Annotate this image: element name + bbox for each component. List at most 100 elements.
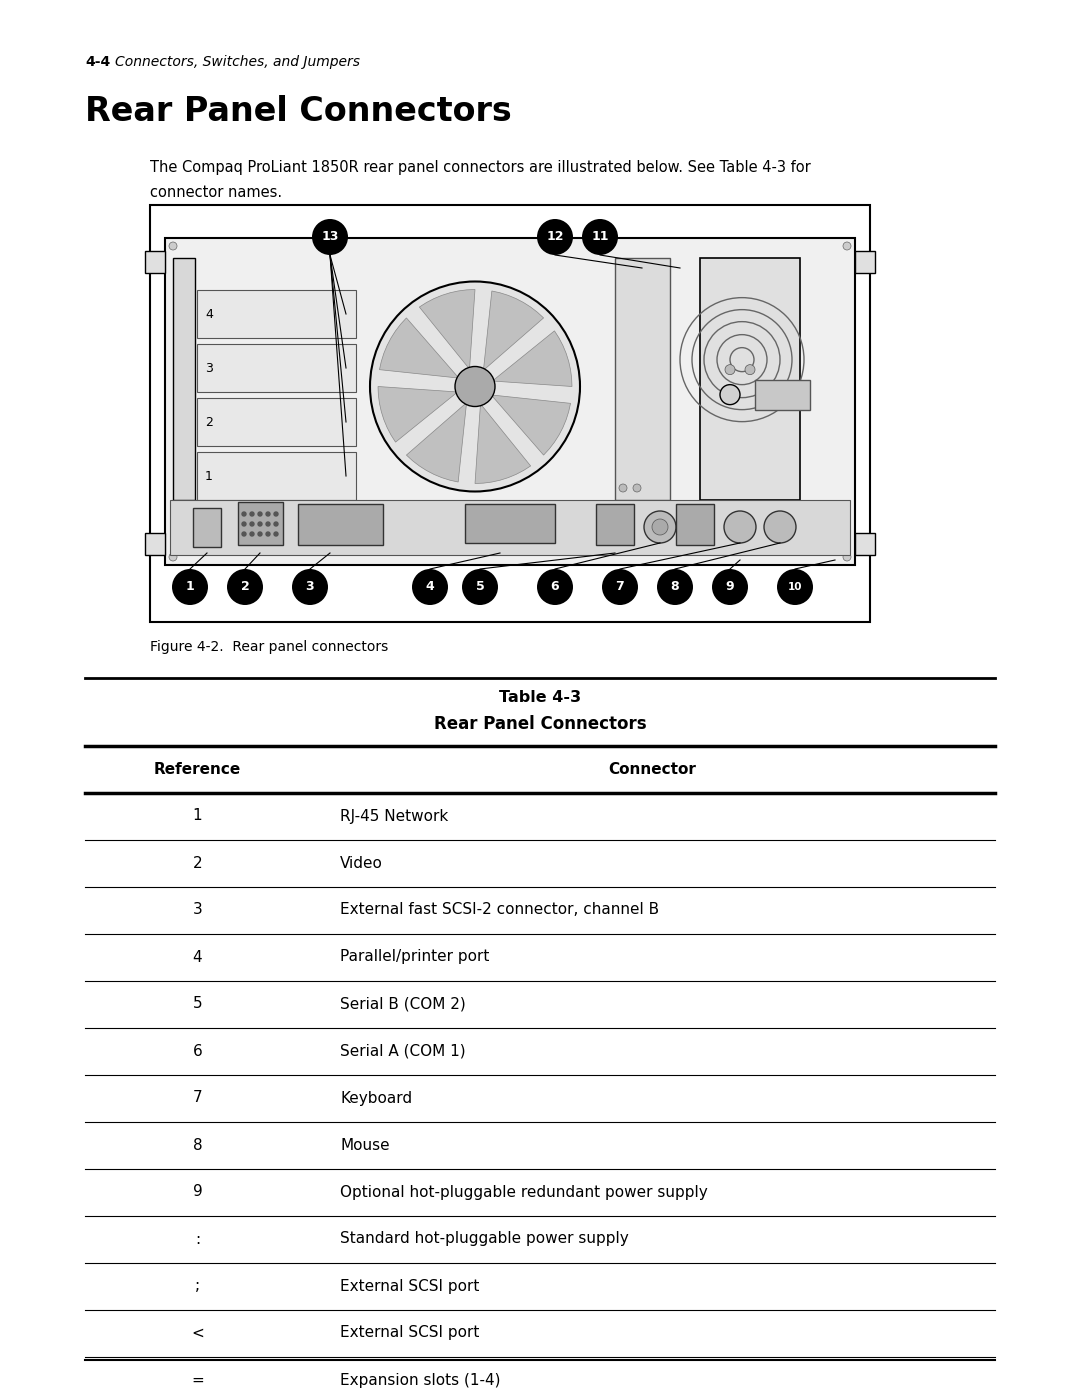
Text: 12: 12 (546, 231, 564, 243)
Text: Keyboard: Keyboard (340, 1091, 413, 1105)
Text: 10: 10 (787, 583, 802, 592)
Bar (193, 509, 221, 548)
Text: Optional hot-pluggable redundant power supply: Optional hot-pluggable redundant power s… (340, 1185, 707, 1200)
Text: Video: Video (340, 855, 383, 870)
Circle shape (249, 532, 254, 536)
Circle shape (411, 569, 448, 605)
Circle shape (712, 569, 748, 605)
Bar (173, 258, 195, 500)
Text: :: : (194, 1232, 200, 1246)
Circle shape (657, 569, 693, 605)
Circle shape (242, 511, 246, 515)
Text: Connectors, Switches, and Jumpers: Connectors, Switches, and Jumpers (114, 54, 360, 68)
Polygon shape (419, 289, 475, 369)
Bar (298, 504, 383, 545)
Polygon shape (483, 291, 543, 370)
Circle shape (764, 511, 796, 543)
Circle shape (168, 553, 177, 562)
Bar (170, 500, 850, 555)
Text: 2: 2 (192, 855, 202, 870)
Text: 8: 8 (671, 581, 679, 594)
Circle shape (462, 569, 498, 605)
Circle shape (843, 553, 851, 562)
Text: RJ-45 Network: RJ-45 Network (340, 809, 448, 823)
Circle shape (602, 569, 638, 605)
Circle shape (370, 282, 580, 492)
Polygon shape (378, 387, 458, 441)
Text: 3: 3 (192, 902, 202, 918)
Polygon shape (491, 395, 570, 455)
Circle shape (274, 511, 278, 515)
Circle shape (777, 569, 813, 605)
Text: 2: 2 (205, 415, 213, 429)
Text: 7: 7 (616, 581, 624, 594)
Polygon shape (406, 402, 467, 482)
Circle shape (274, 532, 278, 536)
Circle shape (745, 365, 755, 374)
Bar (615, 258, 670, 500)
Text: The Compaq ProLiant 1850R rear panel connectors are illustrated below. See Table: The Compaq ProLiant 1850R rear panel con… (150, 161, 811, 175)
Text: External fast SCSI-2 connector, channel B: External fast SCSI-2 connector, channel … (340, 902, 659, 918)
Text: connector names.: connector names. (150, 184, 282, 200)
Text: 11: 11 (591, 231, 609, 243)
Circle shape (644, 511, 676, 543)
Circle shape (266, 522, 270, 527)
Circle shape (724, 511, 756, 543)
Text: Standard hot-pluggable power supply: Standard hot-pluggable power supply (340, 1232, 629, 1246)
Bar (238, 502, 283, 545)
Circle shape (312, 219, 348, 256)
Text: Connector: Connector (608, 761, 697, 777)
Text: 9: 9 (726, 581, 734, 594)
Text: 4-4: 4-4 (85, 54, 110, 68)
Circle shape (258, 532, 262, 536)
Circle shape (274, 522, 278, 527)
Text: External SCSI port: External SCSI port (340, 1326, 480, 1341)
Polygon shape (475, 404, 530, 483)
Circle shape (292, 569, 328, 605)
Text: <: < (191, 1326, 204, 1341)
Bar (150, 205, 870, 622)
Circle shape (582, 219, 618, 256)
Text: Figure 4-2.  Rear panel connectors: Figure 4-2. Rear panel connectors (150, 640, 388, 654)
Circle shape (633, 483, 642, 492)
Bar (197, 398, 356, 446)
Text: 8: 8 (192, 1137, 202, 1153)
Circle shape (242, 522, 246, 527)
Text: Serial A (COM 1): Serial A (COM 1) (340, 1044, 465, 1059)
Bar (197, 344, 356, 393)
Bar (197, 453, 356, 500)
Polygon shape (492, 331, 572, 387)
Circle shape (242, 532, 246, 536)
Text: Rear Panel Connectors: Rear Panel Connectors (85, 95, 512, 129)
Text: 4: 4 (426, 581, 434, 594)
Text: 7: 7 (192, 1091, 202, 1105)
Bar (676, 504, 714, 545)
Circle shape (266, 532, 270, 536)
Bar (465, 504, 555, 543)
Bar (755, 380, 810, 409)
Text: 5: 5 (192, 996, 202, 1011)
Text: 3: 3 (205, 362, 213, 374)
Text: 2: 2 (241, 581, 249, 594)
Text: =: = (191, 1372, 204, 1387)
Bar (197, 291, 356, 338)
Bar (165, 237, 855, 564)
Circle shape (619, 483, 627, 492)
Bar (700, 258, 800, 500)
Text: 13: 13 (322, 231, 339, 243)
Text: 1: 1 (192, 809, 202, 823)
Text: Serial B (COM 2): Serial B (COM 2) (340, 996, 465, 1011)
Circle shape (537, 219, 573, 256)
Text: External SCSI port: External SCSI port (340, 1278, 480, 1294)
Text: ;: ; (194, 1278, 200, 1294)
Bar (855, 251, 875, 272)
Text: 1: 1 (205, 469, 213, 482)
Text: 5: 5 (475, 581, 484, 594)
Circle shape (172, 569, 208, 605)
Circle shape (652, 520, 669, 535)
Text: Table 4-3: Table 4-3 (499, 690, 581, 705)
Circle shape (455, 366, 495, 407)
Text: 4: 4 (192, 950, 202, 964)
Bar (596, 504, 634, 545)
Bar (145, 534, 165, 555)
